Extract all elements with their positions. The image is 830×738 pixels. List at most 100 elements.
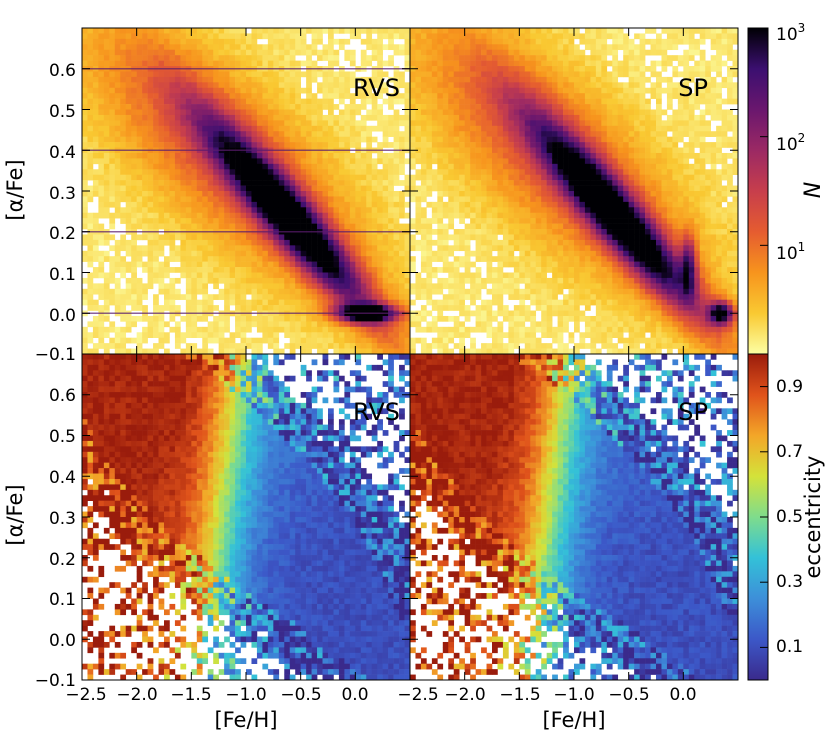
heatmap-cell (541, 174, 547, 181)
heatmap-cell (267, 174, 274, 181)
heatmap-cell (535, 239, 542, 246)
heatmap-cell (306, 87, 312, 94)
heatmap-cell (459, 125, 465, 132)
heatmap-cell (256, 44, 263, 51)
heatmap-cell (399, 294, 405, 300)
heatmap-cell (142, 142, 148, 148)
heatmap-cell (497, 147, 504, 154)
heatmap-cell (393, 201, 400, 208)
heatmap-cell (464, 142, 471, 148)
heatmap-cell (158, 71, 165, 78)
heatmap-cell (202, 60, 209, 67)
heatmap-cell (415, 49, 422, 56)
heatmap-cell (502, 33, 509, 40)
heatmap-cell (420, 343, 427, 349)
heatmap-cell (410, 218, 416, 224)
heatmap-cell (437, 125, 444, 132)
heatmap-cell (437, 196, 444, 203)
heatmap-cell (306, 299, 312, 306)
heatmap-cell (530, 315, 537, 322)
heatmap-cell (153, 174, 159, 181)
heatmap-cell (557, 245, 564, 252)
heatmap-cell (235, 98, 241, 105)
heatmap-cell (82, 44, 88, 51)
heatmap-cell (300, 71, 307, 78)
heatmap-cell (120, 337, 127, 344)
heatmap-cell (541, 163, 547, 170)
heatmap-cell (470, 136, 476, 143)
heatmap-cell (240, 136, 247, 143)
heatmap-cell (289, 277, 296, 284)
heatmap-cell (202, 218, 209, 224)
heatmap-cell (360, 223, 367, 230)
heatmap-cell (147, 321, 154, 328)
heatmap-cell (98, 142, 105, 148)
heatmap-cell (224, 196, 230, 203)
heatmap-cell (82, 33, 88, 40)
heatmap-cell (191, 158, 198, 165)
heatmap-cell (284, 71, 291, 78)
heatmap-cell (431, 169, 438, 175)
heatmap-cell (169, 109, 176, 116)
heatmap-cell (262, 245, 269, 252)
heatmap-cell (420, 66, 427, 72)
heatmap-cell (371, 332, 378, 338)
heatmap-cell (169, 33, 176, 40)
heatmap-cell (103, 332, 110, 338)
heatmap-cell (563, 234, 569, 241)
heatmap-cell (224, 60, 230, 67)
heatmap-cell (431, 250, 438, 257)
heatmap-cell (404, 104, 411, 110)
heatmap-cell (98, 332, 105, 338)
heatmap-cell (322, 93, 329, 99)
heatmap-cell (524, 315, 531, 322)
heatmap-cell (535, 223, 542, 230)
heatmap-cell (306, 142, 312, 148)
heatmap-cell (393, 131, 400, 137)
heatmap-cell (486, 120, 493, 127)
heatmap-cell (508, 147, 515, 154)
heatmap-cell (153, 136, 159, 143)
heatmap-cell (256, 212, 263, 219)
heatmap-cell (568, 114, 575, 121)
heatmap-cell (344, 332, 351, 338)
heatmap-cell (240, 104, 247, 110)
heatmap-cell (453, 185, 460, 192)
heatmap-cell (278, 250, 285, 257)
heatmap-cell (563, 272, 569, 279)
heatmap-cell (136, 196, 143, 203)
heatmap-cell (442, 44, 449, 51)
heatmap-cell (98, 169, 105, 175)
heatmap-cell (246, 185, 252, 192)
heatmap-cell (251, 315, 258, 322)
heatmap-cell (109, 180, 116, 186)
heatmap-cell (470, 114, 476, 121)
heatmap-cell (235, 152, 241, 159)
heatmap-cell (431, 305, 438, 311)
heatmap-cell (191, 152, 198, 159)
heatmap-cell (262, 44, 269, 51)
heatmap-cell (492, 131, 498, 137)
heatmap-cell (459, 348, 465, 355)
heatmap-cell (464, 28, 471, 34)
heatmap-cell (229, 294, 236, 300)
heatmap-cell (289, 44, 296, 51)
heatmap-cell (300, 218, 307, 224)
heatmap-cell (262, 87, 269, 94)
heatmap-cell (246, 33, 252, 40)
heatmap-cell (546, 234, 553, 241)
heatmap-cell (541, 299, 547, 306)
heatmap-cell (420, 152, 427, 159)
heatmap-cell (388, 261, 394, 268)
heatmap-cell (552, 201, 558, 208)
heatmap-cell (328, 191, 334, 197)
heatmap-cell (120, 218, 127, 224)
heatmap-cell (251, 163, 258, 170)
heatmap-cell (415, 125, 422, 132)
heatmap-cell (109, 125, 116, 132)
heatmap-cell (431, 142, 438, 148)
heatmap-cell (153, 163, 159, 170)
heatmap-cell (470, 98, 476, 105)
heatmap-cell (344, 283, 351, 290)
heatmap-cell (481, 299, 487, 306)
